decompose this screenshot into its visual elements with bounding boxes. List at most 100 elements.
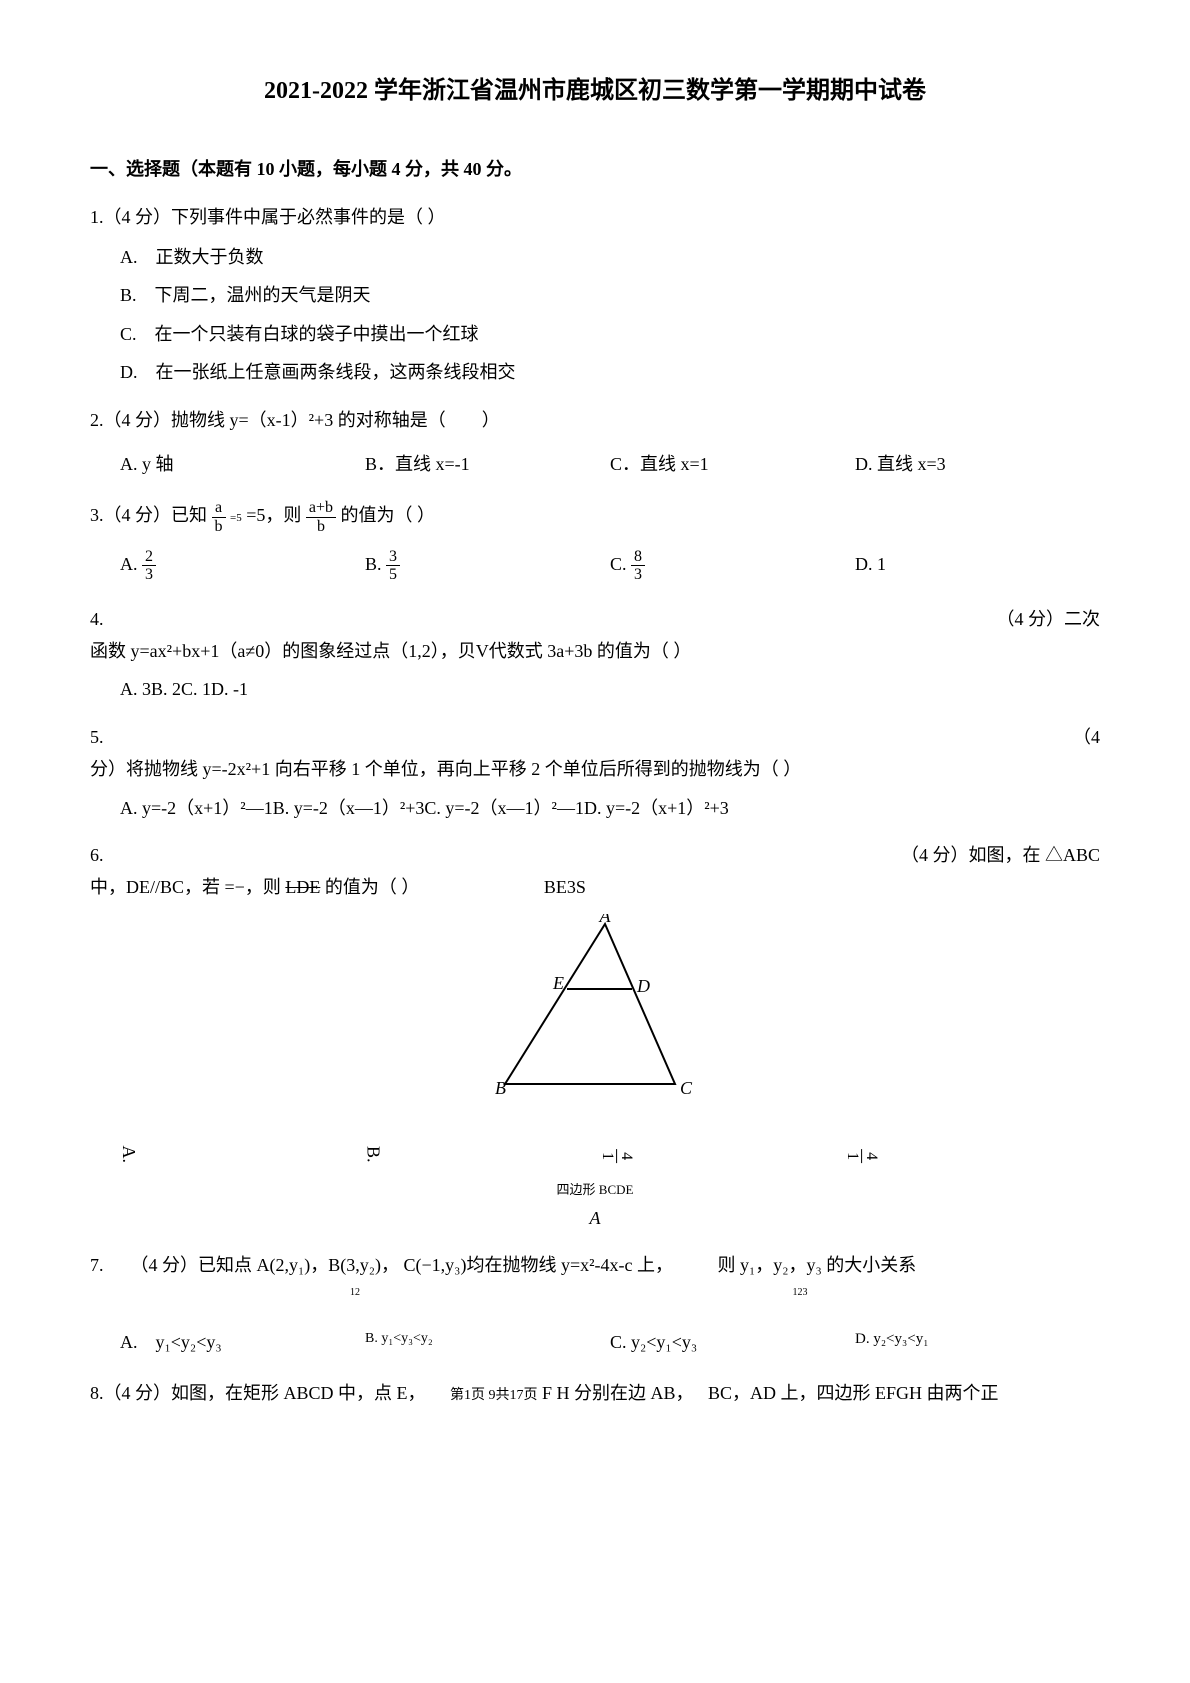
q7-mid: C(−1,y₃)均在抛物线 y=x²-4x-c 上， — [404, 1255, 673, 1275]
q3-opt-a: A. 2 3 — [120, 548, 365, 584]
q2-stem: 2.（4 分）抛物线 y=（x-1）²+3 的对称轴是（ ） — [90, 404, 1100, 436]
q6-options: A. B. 4 1 4 1 — [120, 1134, 1100, 1178]
q4-stem2: 函数 y=ax²+bx+1（a≠0）的图象经过点（1,2），贝V代数式 3a+3… — [90, 635, 1100, 667]
q1-opt-b: B. 下周二，温州的天气是阴天 — [120, 279, 1100, 311]
q8-left: 8.（4 分）如图，在矩形 ABCD 中，点 E， — [90, 1383, 426, 1403]
q2-opt-a: A. y 轴 — [120, 448, 365, 480]
q2-opt-d: D. 直线 x=3 — [855, 448, 1100, 480]
q5-stem2: 分）将抛物线 y=-2x²+1 向右平移 1 个单位，再向上平移 2 个单位后所… — [90, 753, 1100, 785]
q3-opt-c: C. 8 3 — [610, 548, 855, 584]
q6-stem2-mid: =−，则 — [225, 877, 286, 897]
q7-opt-b: B. y₁<y₃<y₂ — [365, 1326, 610, 1358]
q6-d-num: 4 — [862, 1149, 881, 1163]
question-3: 3.（4 分）已知 a b =5 =5，则 a+b b 的值为（ ） A. 2 … — [90, 499, 1100, 587]
q6-opt-c: 4 1 — [610, 1138, 855, 1174]
fig-label-b: B — [495, 1078, 506, 1098]
triangle-diagram-icon: A B C E D — [475, 914, 715, 1114]
q3-frac1-den: b — [212, 518, 226, 536]
q2-opt-b: B．直线 x=-1 — [365, 448, 610, 480]
q4-line1: 4. （4 分）二次 — [90, 603, 1100, 635]
q6-c-den: 1 — [599, 1149, 617, 1163]
q3-opt-d: D. 1 — [855, 548, 1100, 584]
question-4: 4. （4 分）二次 函数 y=ax²+bx+1（a≠0）的图象经过点（1,2）… — [90, 603, 1100, 706]
q6-lde: LDE — [285, 877, 320, 897]
q7-stem: 7. （4 分）已知点 A(2,y₁)，B(3,y₂)， C(−1,y₃)均在抛… — [90, 1249, 1100, 1281]
q3-b-label: B. — [365, 554, 386, 574]
q3-stem-pre: 3.（4 分）已知 — [90, 506, 212, 526]
q5-lead: 5. — [90, 727, 104, 747]
q1-opt-d: D. 在一张纸上任意画两条线段，这两条线段相交 — [120, 356, 1100, 388]
section-1-header: 一、选择题（本题有 10 小题，每小题 4 分，共 40 分。 — [90, 153, 1100, 185]
q3-eq5: =5 — [230, 513, 242, 525]
question-2: 2.（4 分）抛物线 y=（x-1）²+3 的对称轴是（ ） A. y 轴 B．… — [90, 404, 1100, 485]
q3-a-num: 2 — [142, 548, 156, 567]
q6-ratio: BE3S — [544, 877, 586, 897]
q6-line1: 6. （4 分）如图，在 △ABC — [90, 839, 1100, 871]
question-7: 7. （4 分）已知点 A(2,y₁)，B(3,y₂)， C(−1,y₃)均在抛… — [90, 1249, 1100, 1362]
q4-lead: 4. — [90, 609, 104, 629]
question-5: 5. （4 分）将抛物线 y=-2x²+1 向右平移 1 个单位，再向上平移 2… — [90, 721, 1100, 824]
fig-label-c: C — [680, 1078, 693, 1098]
q1-opt-c: C. 在一个只装有白球的袋子中摸出一个红球 — [120, 318, 1100, 350]
q3-c-label: C. — [610, 554, 631, 574]
q6-opt-b: B. — [365, 1138, 610, 1174]
q3-frac1-num: a — [212, 499, 226, 518]
q6-a-label: A. — [113, 1146, 145, 1164]
q3-stem-mid: =5，则 — [246, 506, 301, 526]
question-8: 8.（4 分）如图，在矩形 ABCD 中，点 E， 第1页 9共17页 F H … — [90, 1377, 1100, 1409]
q1-stem: 1.（4 分）下列事件中属于必然事件的是（ ） — [90, 201, 1100, 233]
q7-opt-a: A. y₁<y₂<y₃ — [120, 1326, 365, 1358]
question-1: 1.（4 分）下列事件中属于必然事件的是（ ） A. 正数大于负数 B. 下周二… — [90, 201, 1100, 389]
q6-c-num: 4 — [617, 1149, 636, 1163]
q3-opt-b: B. 3 5 — [365, 548, 610, 584]
q6-c-frac: 4 1 — [599, 1149, 635, 1163]
q8-stem: 8.（4 分）如图，在矩形 ABCD 中，点 E， 第1页 9共17页 F H … — [90, 1377, 1100, 1409]
q6-stem2-pre: 中，DE//BC，若 — [90, 877, 225, 897]
q7-sub2: 123 — [793, 1287, 808, 1298]
q7-sub1: 12 — [350, 1287, 360, 1298]
q6-lead: 6. — [90, 845, 104, 865]
q3-c-num: 8 — [631, 548, 645, 567]
q1-opt-a: A. 正数大于负数 — [120, 241, 1100, 273]
q6-stem2: 中，DE//BC，若 =−，则 LDE 的值为（ ） BE3S — [90, 871, 1100, 903]
q3-b-den: 5 — [386, 566, 400, 584]
q7-opt-d: D. y₂<y₃<y₁ — [855, 1326, 1100, 1358]
q1-options: A. 正数大于负数 B. 下周二，温州的天气是阴天 C. 在一个只装有白球的袋子… — [120, 241, 1100, 389]
q7-options: A. y₁<y₂<y₃ B. y₁<y₃<y₂ C. y₂<y₁<y₃ D. y… — [120, 1322, 1100, 1362]
q3-stem-post: 的值为（ ） — [341, 506, 436, 526]
q6-d-den: 1 — [844, 1149, 862, 1163]
q6-right: （4 分）如图，在 △ABC — [901, 839, 1100, 871]
q4-right: （4 分）二次 — [997, 603, 1101, 635]
q6-caption: 四边形 BCDE — [90, 1178, 1100, 1201]
q6-b-label: B. — [357, 1146, 389, 1163]
q5-answers: A. y=-2（x+1）²—1B. y=-2（x—1）²+3C. y=-2（x—… — [120, 792, 1100, 824]
q7-sub: 12 123 — [350, 1284, 1100, 1302]
q3-c-frac: 8 3 — [631, 548, 645, 584]
q3-frac2-num: a+b — [306, 499, 336, 518]
q7-right: 则 y₁，y₂，y₃ 的大小关系 — [717, 1255, 916, 1275]
q6-a-below: A — [90, 1202, 1100, 1234]
fig-label-a: A — [599, 914, 612, 926]
q3-a-frac: 2 3 — [142, 548, 156, 584]
q8-mid: 第1页 9共17页 — [450, 1388, 538, 1403]
q8-right: BC，AD 上，四边形 EFGH 由两个正 — [708, 1383, 999, 1403]
q3-frac2-den: b — [306, 518, 336, 536]
q6-figure: A B C E D — [90, 914, 1100, 1124]
q6-d-frac: 4 1 — [844, 1149, 880, 1163]
q2-opt-c: C．直线 x=1 — [610, 448, 855, 480]
q6-stem2-post: 的值为（ ） — [325, 877, 420, 897]
q3-a-den: 3 — [142, 566, 156, 584]
q6-opt-d: 4 1 — [855, 1138, 1100, 1174]
q6-opt-a: A. — [120, 1138, 365, 1174]
q3-b-frac: 3 5 — [386, 548, 400, 584]
q3-c-den: 3 — [631, 566, 645, 584]
fig-label-e: E — [552, 973, 564, 993]
q7-opt-c: C. y₂<y₁<y₃ — [610, 1326, 855, 1358]
q3-frac1: a b — [212, 499, 226, 535]
q3-a-label: A. — [120, 554, 142, 574]
q5-right: （4 — [1073, 721, 1100, 753]
q5-line1: 5. （4 — [90, 721, 1100, 753]
q3-frac2: a+b b — [306, 499, 336, 535]
fig-label-d: D — [636, 976, 650, 996]
page-title: 2021-2022 学年浙江省温州市鹿城区初三数学第一学期期中试卷 — [90, 70, 1100, 113]
